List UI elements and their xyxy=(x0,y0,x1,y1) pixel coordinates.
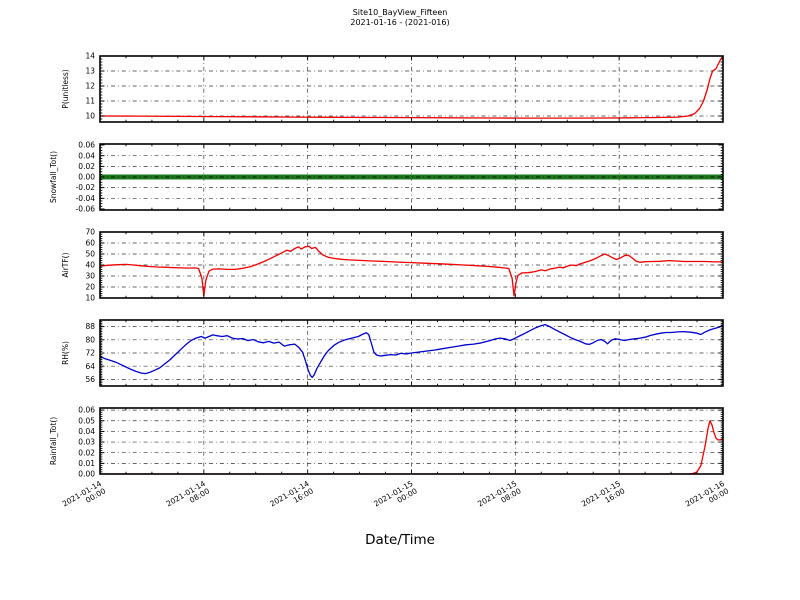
y-tick-label: 72 xyxy=(85,349,95,358)
series-line-airtf xyxy=(100,245,723,297)
y-tick-label: 80 xyxy=(85,335,95,344)
y-tick-label: 88 xyxy=(85,322,95,331)
y-axis-label-p-unitless: P(unitless) xyxy=(61,69,70,108)
panel-rh: 56 64 72 80 88 RH(%) xyxy=(61,319,724,387)
y-tick-label: 0.02 xyxy=(78,162,95,171)
y-tick-label: -0.02 xyxy=(76,183,96,192)
y-tick-label: 0.02 xyxy=(78,448,95,457)
chart-title: Site10_BayView_Fifteen 2021-01-16 - (202… xyxy=(0,8,800,28)
y-tick-label: 30 xyxy=(85,272,95,281)
y-tick-label: 50 xyxy=(85,250,95,259)
chart-title-line2: 2021-01-16 - (2021-016) xyxy=(350,18,450,27)
y-tick-label: 0.01 xyxy=(78,459,95,468)
y-tick-label: 20 xyxy=(85,283,95,292)
y-tick-label: 13 xyxy=(85,67,95,76)
y-tick-label: 0.04 xyxy=(78,427,95,436)
panel-p-unitless: 10 11 12 13 14 P(unitless) xyxy=(61,52,724,123)
x-axis-label: Date/Time xyxy=(365,532,435,548)
panel-airtf: 10 20 30 40 50 60 70 AirTF() xyxy=(61,228,724,303)
series-line-p-unitless xyxy=(100,56,723,119)
x-tick-label: 2021-01-1400:00 xyxy=(61,479,108,516)
series-line-rh xyxy=(100,323,723,379)
y-tick-label: -0.06 xyxy=(76,205,96,214)
y-tick-label: -0.04 xyxy=(76,194,96,203)
y-tick-label: 64 xyxy=(85,362,95,371)
y-tick-label: 10 xyxy=(85,294,95,303)
panel-snowfall-tot: -0.06 -0.04 -0.020.00 0.02 0.040.06 Snowfall_… xyxy=(49,141,724,214)
y-axis-label-snowfall-tot: Snowfall_Tot() xyxy=(49,151,58,203)
x-tick-label: 2021-01-1516:00 xyxy=(580,479,627,516)
y-tick-label: 40 xyxy=(85,261,95,270)
y-tick-label: 11 xyxy=(85,97,95,106)
x-tick-label: 2021-01-1508:00 xyxy=(476,479,523,516)
panel-rainfall-tot: 0.00 0.01 0.020.03 0.04 0.050.06 Rainfall_Tot… xyxy=(49,406,731,516)
y-tick-label: 0.06 xyxy=(78,406,95,415)
y-tick-label: 70 xyxy=(85,228,95,237)
y-tick-label: 14 xyxy=(85,52,95,61)
y-tick-label: 0.03 xyxy=(78,438,95,447)
y-tick-label: 0.04 xyxy=(78,151,95,160)
x-tick-label: 2021-01-1408:00 xyxy=(165,479,212,516)
y-tick-label: 0.00 xyxy=(78,470,95,479)
y-tick-label: 0.00 xyxy=(78,173,95,182)
y-tick-label: 12 xyxy=(85,82,95,91)
y-axis-label-rh: RH(%) xyxy=(61,341,70,365)
y-tick-label: 10 xyxy=(85,112,95,121)
y-axis-label-airtf: AirTF() xyxy=(61,252,70,277)
y-tick-label: 56 xyxy=(85,375,95,384)
chart-title-line1: Site10_BayView_Fifteen xyxy=(352,8,448,17)
y-axis-label-rainfall-tot: Rainfall_Tot() xyxy=(49,417,58,465)
x-tick-label: 2021-01-1500:00 xyxy=(372,479,419,516)
y-tick-label: 0.06 xyxy=(78,141,95,150)
x-tick-label: 2021-01-1416:00 xyxy=(268,479,315,516)
y-tick-label: 0.05 xyxy=(78,416,95,425)
y-tick-label: 60 xyxy=(85,239,95,248)
x-tick-label: 2021-01-1600:00 xyxy=(684,479,731,516)
